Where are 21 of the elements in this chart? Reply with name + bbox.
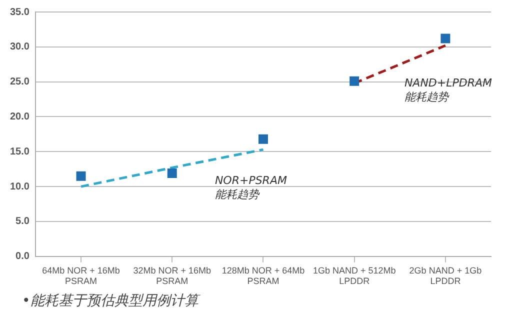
point — [258, 134, 268, 144]
y-tick-label: 10.0 — [10, 181, 30, 192]
text: •能耗基于预估典型用例计算 — [22, 292, 198, 310]
x-tick-label: 32Mb NOR + 16Mb PSRAM — [133, 265, 212, 286]
annotation: NOR+PSRAM 能耗趋势 — [214, 174, 288, 201]
x-tick-label: 64Mb NOR + 16Mb PSRAM — [42, 265, 120, 286]
x-tick-label: 1Gb NAND + 512Mb LPDDR — [312, 265, 396, 286]
point — [440, 34, 450, 44]
annotation: NAND+LPDRAM 能耗趋势 — [404, 76, 493, 104]
point — [350, 76, 360, 86]
x-tick-label: 2Gb NAND + 1Gb LPDDR — [409, 265, 482, 286]
x-tick-label: 128Mb NOR + 64Mb PSRAM — [222, 265, 305, 286]
y-tick-label: 15.0 — [10, 146, 30, 158]
y-tick-label: 5.0 — [16, 216, 30, 228]
y-tick-label: 25.0 — [10, 76, 30, 88]
y-tick-label: 0.0 — [16, 251, 30, 262]
y-tick-label: 30.0 — [10, 42, 30, 53]
y-tick-label: 35.0 — [10, 6, 30, 18]
point — [167, 168, 177, 178]
point — [76, 171, 86, 181]
y-tick-label: 20.0 — [10, 111, 30, 122]
